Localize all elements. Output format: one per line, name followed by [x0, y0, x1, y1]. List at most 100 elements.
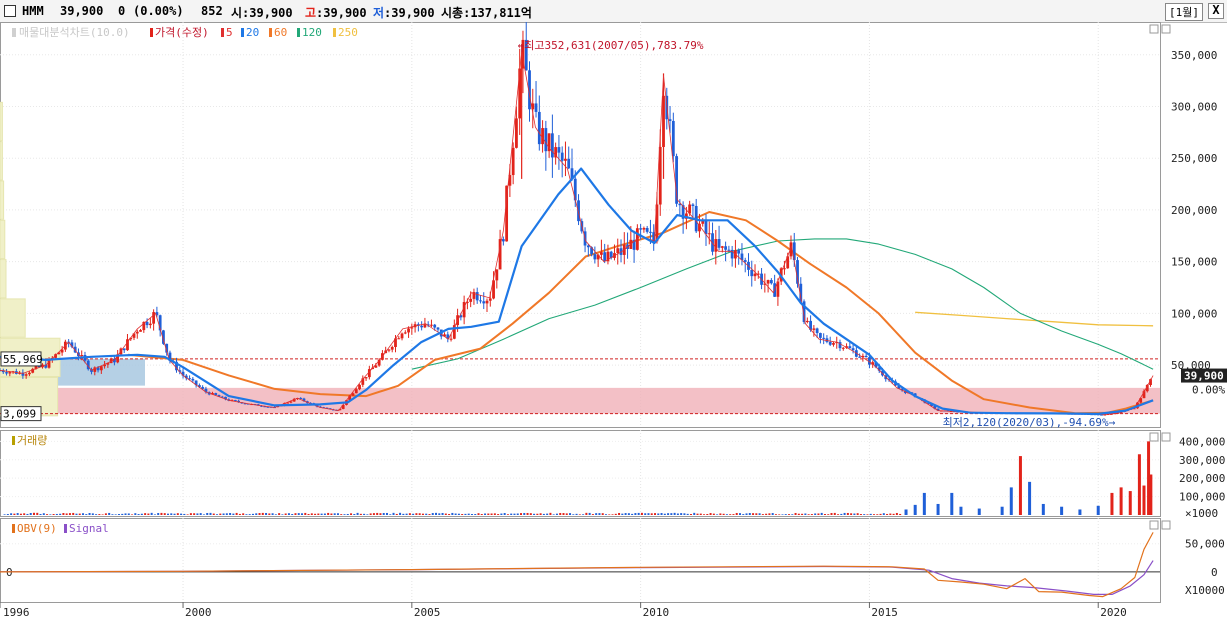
volume-bar [251, 513, 254, 515]
volume-bar [23, 513, 26, 515]
volume-bar [75, 513, 78, 515]
volume-bar [647, 513, 650, 515]
low-annotation: 최저2,120(2020/03),-94.69%→ [943, 416, 1116, 429]
candle-body [358, 384, 361, 390]
legend-marker-price [150, 28, 153, 37]
obv-control-0 [1149, 520, 1159, 530]
candle-body [649, 231, 652, 233]
volume-bar [147, 513, 150, 515]
volume-bar [1041, 503, 1045, 515]
candle-body [142, 321, 146, 331]
candle-body [1103, 414, 1107, 416]
legend-marker-ma [269, 28, 272, 37]
volume-bar [830, 513, 833, 515]
candle-body [528, 70, 531, 110]
legend-marker-ma [221, 28, 224, 37]
candle-body [139, 330, 142, 332]
candle-body [34, 365, 38, 369]
candle-body [518, 68, 522, 119]
legend-signal: Signal [69, 522, 109, 535]
candle-body [443, 334, 446, 337]
volume-profile-bar [0, 101, 3, 142]
candle-body [57, 352, 61, 355]
close-button[interactable]: X [1208, 3, 1224, 19]
candle-body [593, 254, 597, 260]
candle-body [403, 332, 407, 334]
volume-bar [451, 512, 454, 515]
volume-bar [794, 512, 797, 515]
candle-body [570, 168, 574, 179]
volume-bar [284, 513, 287, 515]
candle-body [152, 312, 156, 324]
legend-marker-volume [12, 436, 15, 445]
candle-body [678, 203, 682, 206]
volume-bar [265, 512, 268, 515]
select-checkbox[interactable] [4, 5, 16, 17]
volume-bar [752, 513, 755, 515]
candle-body [717, 239, 721, 248]
candle-body [485, 300, 489, 304]
price-tick-label: 300,000 [1171, 100, 1217, 113]
volume-bar [922, 492, 926, 515]
volume-bar [363, 513, 366, 515]
candle-body [730, 249, 734, 259]
volume-bar [108, 512, 111, 515]
legend-marker-obv [12, 524, 15, 533]
volume-bar [245, 514, 248, 515]
candle-body [73, 346, 77, 353]
volume-bar [588, 512, 591, 515]
candle-body [155, 312, 159, 316]
period-button[interactable]: [1월] [1165, 3, 1203, 21]
volume-bar [500, 513, 503, 515]
volume-bar [735, 512, 738, 515]
candle-body [560, 152, 564, 161]
candle-body [554, 147, 558, 158]
candle-body [799, 283, 803, 302]
volume-bar [624, 513, 627, 515]
volume-bar [470, 514, 473, 515]
candle-body [430, 324, 433, 326]
volume-bar [611, 514, 614, 515]
legend-marker-signal [64, 524, 67, 533]
candle-body [184, 375, 188, 379]
candle-body [452, 325, 456, 339]
obv-unit-label: X10000 [1185, 584, 1225, 597]
volume-bar [255, 513, 258, 515]
candle-body [459, 315, 463, 318]
candle-body [407, 328, 410, 333]
candle-body [361, 378, 365, 385]
volume-bar [490, 513, 493, 515]
volume-profile-bar [0, 259, 7, 299]
candle-body [720, 246, 724, 248]
candle-body [86, 360, 90, 370]
volume-bar [755, 513, 758, 515]
date-tick-label: 2015 [871, 606, 898, 619]
volume-bar [202, 514, 205, 515]
volume-bar [778, 514, 781, 515]
candle-body [658, 146, 662, 205]
volume-bar [49, 514, 52, 515]
candle-body [642, 227, 646, 230]
volume-bar [850, 513, 853, 515]
date-tick-label: 2000 [185, 606, 212, 619]
volume-bar [575, 513, 578, 515]
volume-bar [904, 509, 908, 515]
volume-bar [291, 514, 294, 515]
volume-bar [219, 513, 222, 515]
candle-body [547, 133, 551, 152]
legend-price: 가격(수정) [155, 26, 209, 39]
volume-bar [359, 513, 362, 515]
candle-body [567, 158, 571, 169]
candle-body [106, 363, 110, 365]
candle-body [498, 239, 502, 270]
volume-bar [222, 513, 225, 515]
volume-bar [366, 514, 369, 515]
candle-body [377, 359, 381, 366]
volume-bar [369, 513, 372, 515]
obv-tick-label: 0 [1211, 566, 1218, 579]
volume-bar [287, 513, 290, 515]
candle-body [701, 220, 705, 224]
volume-bar [959, 506, 963, 515]
volume-bar [399, 512, 402, 515]
candle-body [449, 338, 453, 340]
